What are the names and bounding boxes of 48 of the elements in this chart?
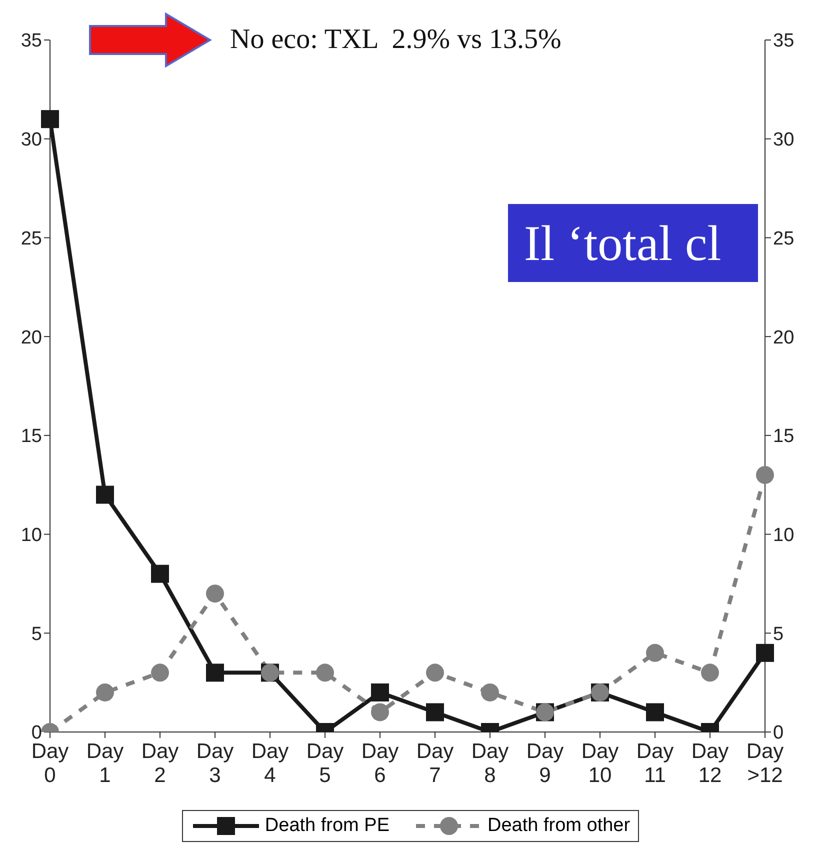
point <box>151 564 169 583</box>
x-tick-label: Day 6 <box>361 740 400 787</box>
point <box>426 703 444 722</box>
x-tick-label: Day 5 <box>306 740 344 787</box>
x-tick-label: Day 12 <box>691 740 730 787</box>
x-tick-label: Day 3 <box>196 740 234 787</box>
annotation: No eco: TXL 2.9% vs 13.5% <box>230 24 562 56</box>
point <box>41 110 59 128</box>
x-tick-label: Day 1 <box>86 740 124 787</box>
y2-tick-label: 15 <box>773 426 794 448</box>
y2-tick-label: 20 <box>773 327 794 348</box>
point <box>646 703 664 722</box>
point <box>206 584 224 603</box>
x-tick-label: Day 8 <box>471 740 510 787</box>
x-tick-label: Day 9 <box>526 740 564 787</box>
y2-tick-label: 25 <box>773 228 794 250</box>
point <box>371 683 389 702</box>
point <box>96 683 114 702</box>
annotation: Il ‘total cl <box>508 204 758 282</box>
point <box>371 703 389 722</box>
y-tick-label: 10 <box>20 525 42 546</box>
point <box>151 664 169 682</box>
point <box>316 664 334 682</box>
x-tick-label: Day 4 <box>251 740 290 787</box>
point <box>646 644 664 662</box>
x-tick-label: Day 11 <box>636 740 674 787</box>
x-tick-label: Day 2 <box>141 740 180 787</box>
y2-tick-label: 35 <box>773 30 794 52</box>
point <box>96 486 114 504</box>
point <box>206 664 224 682</box>
point <box>701 664 719 682</box>
y2-tick-label: 5 <box>773 624 784 645</box>
point <box>756 466 774 484</box>
legend-label: Death from other <box>488 815 630 837</box>
y2-tick-label: 30 <box>773 130 794 151</box>
y-tick-label: 35 <box>20 30 42 52</box>
y-tick-label: 15 <box>20 426 42 448</box>
y2-tick-label: 10 <box>773 525 794 546</box>
y-tick-label: 25 <box>20 228 42 250</box>
y-tick-label: 20 <box>20 327 42 348</box>
x-tick-label: Day 7 <box>416 740 454 787</box>
y-tick-label: 5 <box>31 624 42 645</box>
x-tick-label: Day 10 <box>581 740 620 787</box>
legend-label: Death from PE <box>264 815 390 837</box>
y-tick-label: 30 <box>20 130 42 151</box>
point <box>756 644 774 662</box>
point <box>481 683 499 702</box>
point <box>426 664 444 682</box>
